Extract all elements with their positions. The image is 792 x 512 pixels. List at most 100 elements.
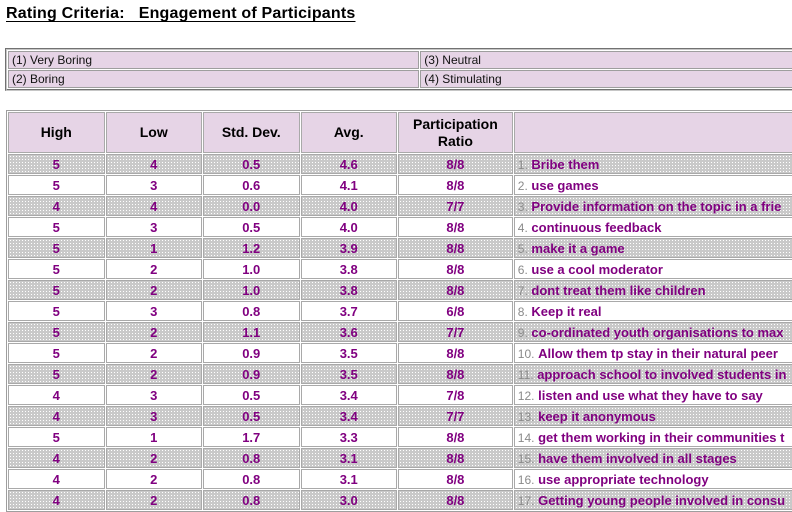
criteria-label-cell: 12. listen and use what they have to say	[513, 385, 792, 405]
participation-ratio-cell: 8/8	[398, 469, 513, 489]
criteria-text: Keep it real	[531, 303, 602, 319]
row-number: 9.	[517, 325, 528, 340]
criteria-label-cell: 16. use appropriate technology	[513, 469, 792, 489]
table-row: 5 2 1.0 3.8 8/8 6. use a cool moderator	[8, 259, 792, 279]
legend-row: (1) Very Boring (3) Neutral	[8, 51, 792, 69]
criteria-label-cell: 1. Bribe them	[513, 154, 792, 174]
high-cell: 4	[8, 196, 105, 216]
avg-cell: 3.8	[300, 280, 397, 300]
std-dev-cell: 0.8	[203, 469, 300, 489]
criteria-text: Getting young people involved in consu	[538, 492, 786, 508]
avg-cell: 3.8	[300, 259, 397, 279]
criteria-label-cell: 17. Getting young people involved in con…	[513, 490, 792, 510]
participation-ratio-cell: 7/7	[398, 406, 513, 426]
table-row: 5 3 0.5 4.0 8/8 4. continuous feedback	[8, 217, 792, 237]
criteria-text: listen and use what they have to say	[538, 387, 763, 403]
header-std-dev: Std. Dev.	[203, 112, 300, 153]
header-participation-ratio: Participation Ratio	[398, 112, 513, 153]
row-number: 17.	[517, 493, 535, 508]
participation-ratio-cell: 8/8	[398, 238, 513, 258]
row-number: 12.	[517, 388, 535, 403]
row-number: 14.	[517, 430, 535, 445]
avg-cell: 3.6	[300, 322, 397, 342]
participation-ratio-cell: 8/8	[398, 448, 513, 468]
participation-ratio-cell: 8/8	[398, 427, 513, 447]
avg-cell: 3.4	[300, 385, 397, 405]
criteria-text: make it a game	[531, 240, 625, 256]
rating-scale-legend: (1) Very Boring (3) Neutral (2) Boring (…	[5, 48, 792, 91]
participation-ratio-cell: 8/8	[398, 364, 513, 384]
std-dev-cell: 0.8	[203, 490, 300, 510]
table-row: 4 3 0.5 3.4 7/7 13. keep it anonymous	[8, 406, 792, 426]
avg-cell: 3.1	[300, 448, 397, 468]
participation-ratio-cell: 8/8	[398, 217, 513, 237]
high-cell: 5	[8, 154, 105, 174]
table-row: 5 2 1.1 3.6 7/7 9. co-ordinated youth organis…	[8, 322, 792, 342]
row-number: 11.	[517, 367, 534, 382]
low-cell: 3	[105, 175, 202, 195]
table-row: 5 4 0.5 4.6 8/8 1. Bribe them	[8, 154, 792, 174]
std-dev-cell: 0.9	[203, 364, 300, 384]
rating-table-body: 5 4 0.5 4.6 8/8 1. Bribe them 5 3 0.6 4.1 8/8 2. us…	[8, 154, 792, 510]
low-cell: 2	[105, 469, 202, 489]
legend-item-very-boring: (1) Very Boring	[8, 51, 420, 69]
table-row: 5 2 0.9 3.5 8/8 10. Allow them tp stay in the…	[8, 343, 792, 363]
table-row: 5 3 0.8 3.7 6/8 8. Keep it real	[8, 301, 792, 321]
row-number: 3.	[517, 199, 528, 214]
criteria-text: use a cool moderator	[531, 261, 663, 277]
high-cell: 5	[8, 280, 105, 300]
low-cell: 2	[105, 364, 202, 384]
header-low: Low	[105, 112, 202, 153]
criteria-label-cell: 10. Allow them tp stay in their natural …	[513, 343, 792, 363]
criteria-label-cell: 3. Provide information on the topic in a…	[513, 196, 792, 216]
table-row: 5 2 0.9 3.5 8/8 11. approach school to involv…	[8, 364, 792, 384]
low-cell: 1	[105, 238, 202, 258]
criteria-label-cell: 8. Keep it real	[513, 301, 792, 321]
high-cell: 4	[8, 469, 105, 489]
criteria-text: Bribe them	[531, 156, 600, 172]
high-cell: 4	[8, 448, 105, 468]
legend-item-stimulating: (4) Stimulating	[420, 70, 792, 88]
criteria-text: dont treat them like children	[531, 282, 706, 298]
row-number: 4.	[517, 220, 528, 235]
participation-ratio-cell: 8/8	[398, 154, 513, 174]
criteria-label-cell: 11. approach school to involved students…	[513, 364, 792, 384]
table-row: 4 2 0.8 3.0 8/8 17. Getting young people invo…	[8, 490, 792, 510]
std-dev-cell: 0.9	[203, 343, 300, 363]
std-dev-cell: 0.5	[203, 385, 300, 405]
high-cell: 4	[8, 385, 105, 405]
low-cell: 2	[105, 343, 202, 363]
avg-cell: 3.1	[300, 469, 397, 489]
criteria-text: approach school to involved students in	[537, 366, 787, 382]
std-dev-cell: 0.5	[203, 154, 300, 174]
criteria-label-cell: 14. get them working in their communitie…	[513, 427, 792, 447]
legend-item-boring: (2) Boring	[8, 70, 420, 88]
row-number: 13.	[517, 409, 535, 424]
std-dev-cell: 0.5	[203, 406, 300, 426]
participation-ratio-cell: 8/8	[398, 175, 513, 195]
participation-ratio-cell: 7/7	[398, 196, 513, 216]
high-cell: 5	[8, 175, 105, 195]
participation-ratio-cell: 8/8	[398, 280, 513, 300]
criteria-label-cell: 7. dont treat them like children	[513, 280, 792, 300]
criteria-label-cell: 9. co-ordinated youth organisations to m…	[513, 322, 792, 342]
criteria-text: use games	[531, 177, 599, 193]
low-cell: 1	[105, 427, 202, 447]
table-row: 5 1 1.2 3.9 8/8 5. make it a game	[8, 238, 792, 258]
avg-cell: 3.5	[300, 343, 397, 363]
table-row: 4 2 0.8 3.1 8/8 16. use appropriate technolog…	[8, 469, 792, 489]
high-cell: 5	[8, 259, 105, 279]
table-row: 5 2 1.0 3.8 8/8 7. dont treat them like child…	[8, 280, 792, 300]
row-number: 10.	[517, 346, 535, 361]
table-row: 5 1 1.7 3.3 8/8 14. get them working in their…	[8, 427, 792, 447]
high-cell: 4	[8, 406, 105, 426]
criteria-text: Allow them tp stay in their natural peer	[538, 345, 778, 361]
row-number: 2.	[517, 178, 528, 193]
row-number: 5.	[517, 241, 528, 256]
high-cell: 5	[8, 217, 105, 237]
std-dev-cell: 1.1	[203, 322, 300, 342]
high-cell: 5	[8, 238, 105, 258]
avg-cell: 3.0	[300, 490, 397, 510]
low-cell: 3	[105, 385, 202, 405]
row-number: 1.	[517, 157, 528, 172]
